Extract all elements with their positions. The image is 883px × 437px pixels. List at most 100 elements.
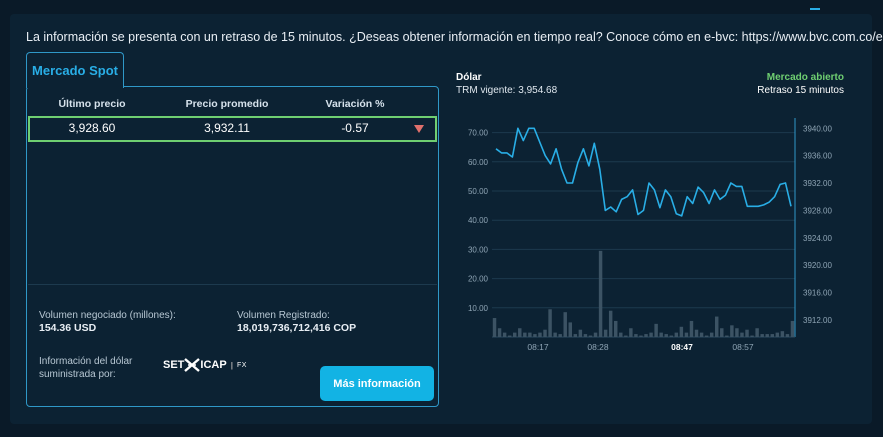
volume-bar bbox=[669, 335, 673, 337]
avg-price-value: 3,932.11 bbox=[204, 121, 250, 135]
volume-bar bbox=[573, 334, 578, 337]
left-tick-label: 70.00 bbox=[468, 129, 489, 138]
set-icap-fx-logo: SET ICAP | FX bbox=[163, 358, 247, 372]
volume-bar bbox=[654, 323, 658, 337]
volume-bar bbox=[730, 325, 734, 337]
negotiated-volume-value: 154.36 USD bbox=[39, 322, 97, 334]
top-accent-line bbox=[810, 8, 820, 10]
volume-bar bbox=[538, 332, 542, 337]
volume-bar bbox=[639, 335, 643, 337]
volume-bar bbox=[659, 332, 663, 337]
more-info-button[interactable]: Más información bbox=[320, 366, 434, 401]
tab-mercado-spot[interactable]: Mercado Spot bbox=[26, 52, 124, 88]
volume-bar bbox=[664, 334, 668, 337]
down-arrow-icon bbox=[414, 125, 424, 133]
volume-bar bbox=[513, 332, 517, 337]
right-tick-label: 3916.00 bbox=[803, 289, 832, 298]
right-tick-label: 3920.00 bbox=[803, 261, 832, 270]
volume-bar bbox=[760, 334, 764, 337]
registered-volume-label: Volumen Registrado: bbox=[237, 310, 330, 321]
logo-cross-icon bbox=[184, 358, 201, 372]
logo-text-icap: ICAP bbox=[200, 359, 227, 371]
volume-bar bbox=[770, 334, 774, 337]
delay-label: Retraso 15 minutos bbox=[757, 85, 844, 96]
volume-bar bbox=[629, 328, 633, 337]
registered-volume-value: 18,019,736,712,416 COP bbox=[237, 322, 357, 334]
volume-bar bbox=[649, 332, 653, 337]
volume-bar bbox=[745, 329, 749, 337]
main-panel: La información se presenta con un retras… bbox=[10, 14, 883, 424]
left-tick-label: 40.00 bbox=[468, 216, 489, 225]
volume-bar bbox=[790, 320, 795, 337]
volume-bar bbox=[775, 332, 780, 337]
x-tick-label: 08:28 bbox=[587, 342, 609, 352]
volume-bar bbox=[558, 334, 562, 337]
header-last-price: Último precio bbox=[58, 98, 126, 110]
volume-bar bbox=[750, 335, 754, 337]
volume-bar bbox=[563, 312, 567, 337]
volume-bar bbox=[684, 332, 689, 337]
volume-bar bbox=[694, 329, 699, 337]
volume-bar bbox=[598, 250, 603, 337]
right-tick-label: 3924.00 bbox=[803, 234, 832, 243]
volume-bar bbox=[619, 332, 623, 337]
volume-bar bbox=[644, 334, 648, 337]
left-tick-label: 30.00 bbox=[468, 245, 489, 254]
volume-bar bbox=[634, 334, 638, 337]
left-tick-label: 60.00 bbox=[468, 158, 489, 167]
price-line bbox=[495, 127, 792, 217]
volume-bar bbox=[740, 332, 744, 337]
volume-bar bbox=[502, 332, 507, 337]
market-status: Mercado abierto bbox=[766, 72, 844, 83]
left-tick-label: 20.00 bbox=[468, 275, 489, 284]
volume-bar bbox=[543, 329, 547, 337]
right-tick-label: 3932.00 bbox=[803, 179, 832, 188]
volume-bar bbox=[603, 329, 608, 337]
volume-bar bbox=[765, 334, 769, 337]
volume-bar bbox=[735, 328, 739, 337]
right-tick-label: 3928.00 bbox=[803, 206, 832, 215]
header-change: Variación % bbox=[325, 98, 385, 110]
volume-bar bbox=[674, 332, 679, 337]
left-tick-label: 10.00 bbox=[468, 304, 489, 313]
volume-bar bbox=[548, 309, 552, 337]
volume-bar bbox=[780, 331, 785, 337]
volume-bar bbox=[553, 332, 557, 337]
logo-text-set: SET bbox=[163, 359, 185, 371]
volume-bar bbox=[624, 335, 628, 337]
table-row bbox=[28, 116, 437, 142]
provider-label-line1: Información del dólar bbox=[39, 356, 133, 367]
change-value: -0.57 bbox=[341, 121, 369, 135]
volume-bar bbox=[593, 332, 598, 337]
x-tick-label: 08:17 bbox=[527, 342, 549, 352]
left-tick-label: 50.00 bbox=[468, 187, 489, 196]
negotiated-volume-label: Volumen negociado (millones): bbox=[39, 310, 176, 321]
volume-bar bbox=[679, 326, 684, 337]
trm-value: TRM vigente: 3,954.68 bbox=[456, 85, 558, 96]
volume-bar bbox=[583, 334, 588, 337]
volume-bar bbox=[720, 328, 724, 337]
volume-bar bbox=[715, 316, 719, 337]
x-tick-label: 08:47 bbox=[671, 342, 693, 352]
volume-bar bbox=[518, 328, 522, 337]
last-price-value: 3,928.60 bbox=[68, 121, 116, 135]
volume-bar bbox=[523, 332, 527, 337]
volume-bar bbox=[689, 320, 694, 337]
volume-bar bbox=[608, 310, 613, 337]
logo-text-fx: FX bbox=[236, 361, 247, 369]
volume-bar bbox=[578, 329, 583, 337]
volume-bar bbox=[785, 334, 790, 337]
divider bbox=[28, 284, 437, 285]
provider-label-line2: suministrada por: bbox=[39, 369, 116, 380]
chart-title: Dólar bbox=[456, 72, 482, 83]
volume-bar bbox=[699, 332, 704, 337]
volume-bar bbox=[614, 320, 618, 337]
volume-bar bbox=[497, 328, 502, 337]
volume-bar bbox=[725, 335, 729, 337]
right-tick-label: 3912.00 bbox=[803, 316, 832, 325]
volume-bar bbox=[533, 334, 537, 337]
volume-bar bbox=[709, 332, 714, 337]
volume-bar bbox=[704, 335, 709, 337]
spot-card bbox=[26, 86, 439, 407]
